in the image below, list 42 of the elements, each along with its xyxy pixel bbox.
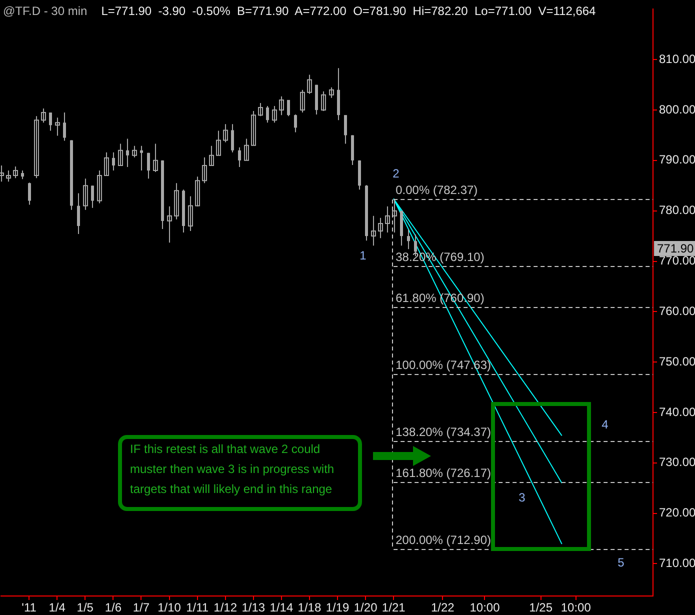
y-tick-label: 710.00 <box>659 556 695 570</box>
x-tick-label: 1/5 <box>76 600 94 615</box>
x-tick-label: 1/14 <box>270 600 294 615</box>
y-tick-label: 790.00 <box>659 152 695 167</box>
ref-line-label: 0.00% (782.37) <box>396 182 478 197</box>
x-tick-label: 1/20 <box>354 600 378 615</box>
ref-line-label: 161.80% (726.17) <box>396 466 492 480</box>
x-tick-label: 1/25 <box>529 600 553 615</box>
annotation: 5 <box>618 555 625 570</box>
text: 771.90 <box>657 241 694 256</box>
x-tick-label: 1/4 <box>48 600 66 615</box>
x-tick-label: 1/18 <box>298 600 322 615</box>
annotation: 1 <box>360 248 367 262</box>
chart-title: @TF.D - 30 min <box>3 4 88 18</box>
x-tick-label: 1/13 <box>242 600 266 615</box>
y-tick-label: 720.00 <box>659 506 695 520</box>
x-tick-label: 1/19 <box>326 600 350 615</box>
x-tick-label: 10:00 <box>560 600 592 615</box>
y-tick-label: 730.00 <box>659 455 695 470</box>
y-tick-label: 800.00 <box>659 102 695 116</box>
x-tick-label: '11 <box>22 600 37 615</box>
ref-line-label: 200.00% (712.90) <box>396 532 492 547</box>
x-tick-label: 1/11 <box>186 600 209 615</box>
chart-subtitle: L=771.90 -3.90 -0.50% B=771.90 A=772.00 O=781.90 Hi=782.20 Lo=771.00 V=112,664 <box>101 4 596 18</box>
y-tick-label: 760.00 <box>659 304 695 318</box>
x-tick-label: 1/6 <box>104 600 122 615</box>
x-tick-label: 10:00 <box>470 600 500 615</box>
y-tick-label: 810.00 <box>659 52 695 66</box>
x-tick-label: 1/7 <box>132 600 150 615</box>
x-tick-label: 1/21 <box>382 600 406 615</box>
y-tick-label: 740.00 <box>659 404 695 419</box>
annotation: 3 <box>518 490 526 504</box>
ref-line-label: 138.20% (734.37) <box>396 424 492 439</box>
annotation: IF this retest is all that wave 2 could muster then wave 3 is in progress with targets that will likely end in this range <box>129 441 336 498</box>
x-tick-label: 1/12 <box>214 600 238 615</box>
x-tick-label: 1/22 <box>431 600 455 615</box>
y-tick-label: 780.00 <box>659 203 695 218</box>
y-tick-label: 750.00 <box>659 354 695 368</box>
annotation: 2 <box>392 166 400 180</box>
x-tick-label: 1/10 <box>158 600 182 615</box>
annotation: 4 <box>602 417 609 432</box>
y-tick-label: 770.00 <box>659 254 695 268</box>
